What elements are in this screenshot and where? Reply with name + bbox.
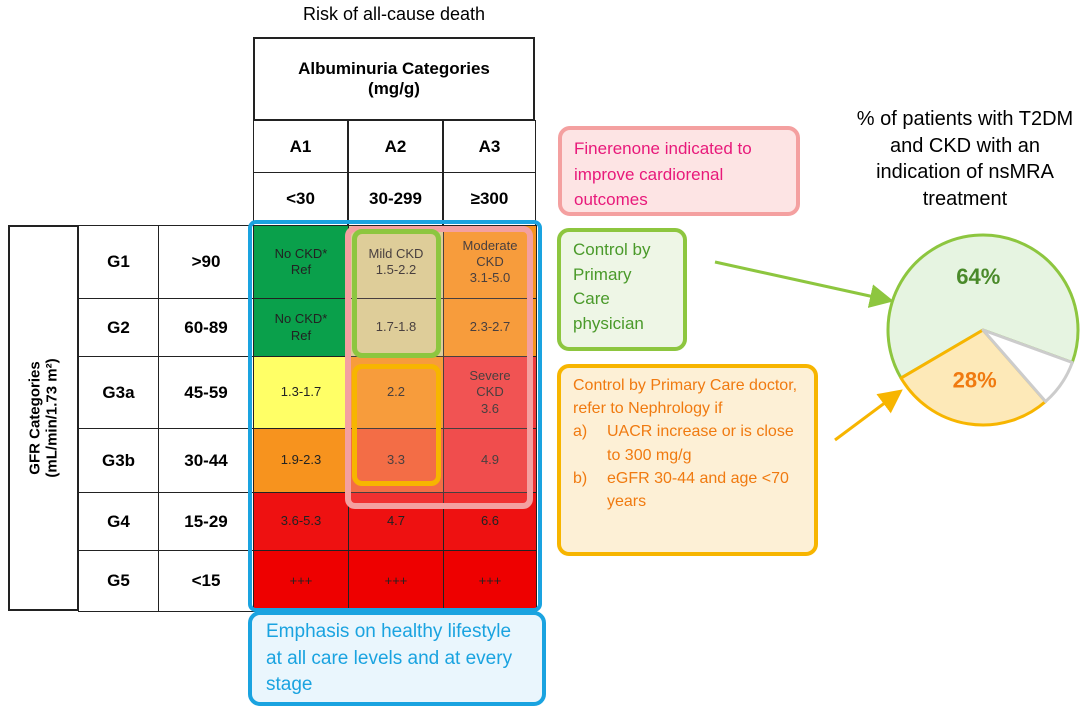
gfr-header: GFR Categories (mL/min/1.73 m²) xyxy=(27,358,61,477)
row-range: 45-59 xyxy=(158,356,254,429)
column-range: <30 xyxy=(253,172,348,226)
risk-cell: 4.9 xyxy=(443,428,537,493)
gfr-header-box: GFR Categories (mL/min/1.73 m²) xyxy=(8,225,79,611)
risk-cell: Severe CKD 3.6 xyxy=(443,356,537,429)
row-code: G5 xyxy=(78,550,159,612)
item-marker: a) xyxy=(573,423,588,441)
column-code: A2 xyxy=(348,120,443,173)
arrow xyxy=(714,260,894,308)
risk-cell: 6.6 xyxy=(443,492,537,551)
nephrology-frame xyxy=(352,364,441,486)
risk-cell: 1.3-1.7 xyxy=(253,356,349,429)
item-marker: b) xyxy=(573,469,588,487)
row-range: <15 xyxy=(158,550,254,612)
item-text: eGFR 30-44 and age <70 years xyxy=(607,469,789,510)
row-range: 60-89 xyxy=(158,298,254,357)
column-range: 30-299 xyxy=(348,172,443,226)
nephrology-item: a) UACR increase or is close to 300 mg/g xyxy=(573,420,802,466)
item-text: UACR increase or is close to 300 mg/g xyxy=(607,423,794,464)
primary-care-frame xyxy=(352,229,441,358)
row-range: 15-29 xyxy=(158,492,254,551)
pie-title: % of patients with T2DM and CKD with an … xyxy=(856,108,1074,210)
lifestyle-callout: Emphasis on healthy lifestyle at all car… xyxy=(248,611,546,706)
pie-label: 64% xyxy=(956,264,1000,289)
finerenone-callout: Finerenone indicated to improve cardiore… xyxy=(558,126,800,216)
lifestyle-frame xyxy=(248,220,542,612)
column-range: ≥300 xyxy=(443,172,536,226)
row-range: >90 xyxy=(158,225,254,299)
risk-cell: Moderate CKD 3.1-5.0 xyxy=(443,225,537,299)
pie-slice xyxy=(886,233,1080,380)
column-code: A1 xyxy=(253,120,348,173)
pie-label: 28% xyxy=(953,367,997,392)
row-code: G2 xyxy=(78,298,159,357)
column-code: A3 xyxy=(443,120,536,173)
risk-cell: 4.7 xyxy=(348,492,444,551)
pie-slice xyxy=(981,328,1074,403)
risk-cell: +++ xyxy=(253,550,349,612)
risk-cell: No CKD* Ref xyxy=(253,225,349,299)
albuminuria-header: Albuminuria Categories (mg/g) xyxy=(253,37,535,121)
gfr-header-line: GFR Categories xyxy=(26,361,44,475)
nephrology-item: b) eGFR 30-44 and age <70 years xyxy=(573,467,802,513)
figure-title: Risk of all-cause death xyxy=(302,4,486,24)
row-code: G4 xyxy=(78,492,159,551)
row-code: G1 xyxy=(78,225,159,299)
nephrology-text: Control by Primary Care doctor, refer to… xyxy=(573,377,798,418)
arrow xyxy=(834,389,903,442)
gfr-header-line: (mL/min/1.73 m²) xyxy=(43,358,61,478)
risk-cell: +++ xyxy=(443,550,537,612)
nephrology-callout: Control by Primary Care doctor, refer to… xyxy=(557,364,818,556)
row-code: G3b xyxy=(78,428,159,493)
pie-slice xyxy=(899,328,1048,427)
risk-cell: 1.7-1.8 xyxy=(348,298,444,357)
row-range: 30-44 xyxy=(158,428,254,493)
row-code: G3a xyxy=(78,356,159,429)
risk-cell: 3.6-5.3 xyxy=(253,492,349,551)
risk-cell: 2.3-2.7 xyxy=(443,298,537,357)
primary-care-callout: Control by Primary Care physician xyxy=(557,228,687,351)
